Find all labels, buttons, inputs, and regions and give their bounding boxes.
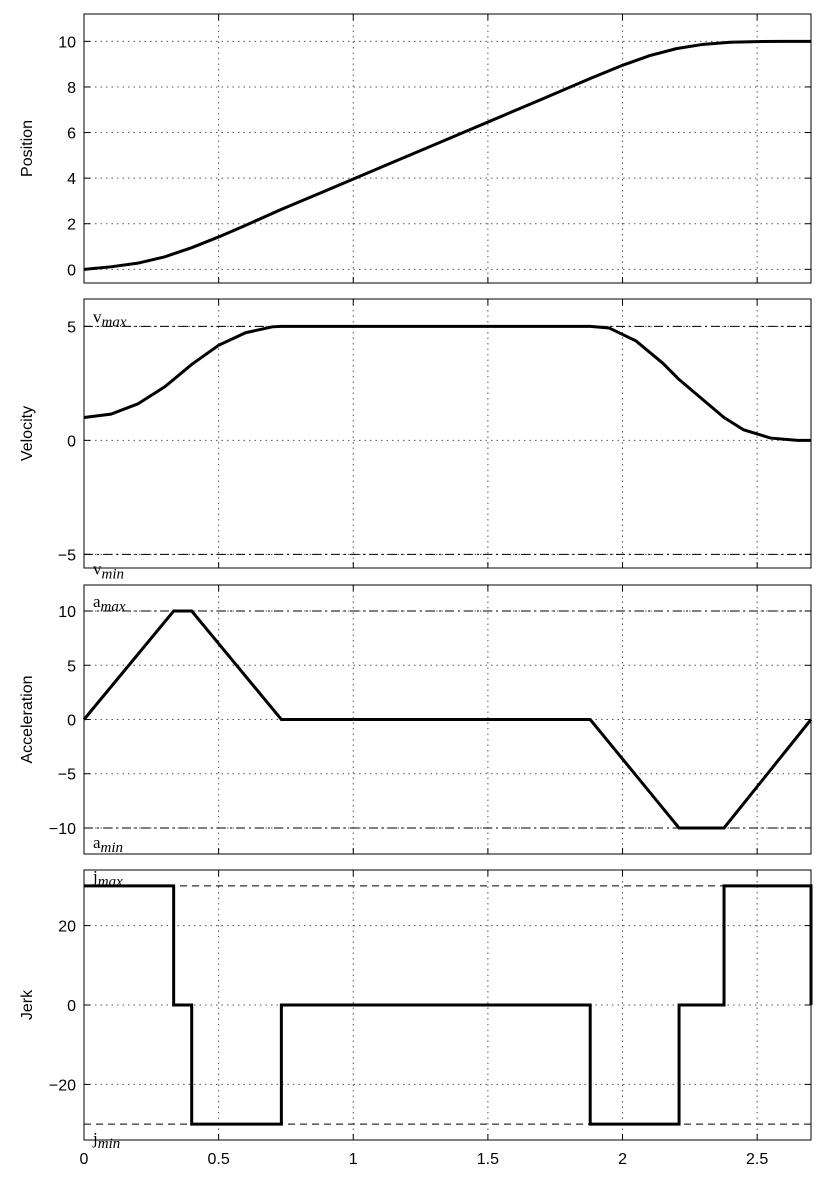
series-line-acceleration: [82, 609, 813, 830]
reference-label-symbol: j: [92, 867, 98, 886]
plot-area: [84, 14, 811, 283]
y-tick-label: −20: [49, 1077, 76, 1094]
y-tick-label: 8: [67, 80, 76, 97]
y-tick-label: 6: [67, 126, 76, 143]
reference-label-subscript: min: [102, 566, 125, 582]
x-tick-label: 0: [80, 1151, 89, 1168]
y-tick-label: 10: [58, 34, 76, 51]
x-tick-label: 2.5: [746, 1151, 768, 1168]
axes-box: [83, 13, 812, 284]
reference-label-min: vmin: [93, 559, 124, 582]
y-tick-label: −5: [58, 767, 76, 784]
y-tick-label: −5: [58, 547, 76, 564]
x-tick-label: 0.5: [208, 1151, 230, 1168]
y-axis-label: Velocity: [19, 406, 36, 461]
reference-label-symbol: v: [93, 559, 102, 578]
x-tick-label: 2: [618, 1151, 627, 1168]
reference-label-symbol: a: [93, 592, 101, 611]
y-tick-label: 0: [67, 713, 76, 730]
y-tick-label: 0: [67, 262, 76, 279]
reference-label-max: amax: [93, 592, 126, 615]
y-tick-label: 0: [67, 433, 76, 450]
reference-label-symbol: a: [93, 833, 101, 852]
y-tick-label: −10: [49, 821, 76, 838]
x-tick-label: 1: [349, 1151, 358, 1168]
y-tick-label: 0: [67, 998, 76, 1015]
y-axis-label: Position: [19, 120, 36, 177]
y-tick-label: 4: [67, 171, 76, 188]
series-line-jerk: [84, 884, 813, 1126]
y-tick-label: 10: [58, 604, 76, 621]
plot-area: [84, 299, 811, 568]
chart-panel-1: 0 2 4 6 8 10 Position: [19, 13, 812, 284]
reference-label-subscript: max: [102, 314, 127, 330]
reference-label-subscript: min: [98, 1136, 121, 1152]
reference-label-symbol: v: [93, 307, 102, 326]
reference-label-subscript: max: [98, 874, 123, 890]
y-tick-label: 5: [67, 319, 76, 336]
reference-label-min: amin: [93, 833, 123, 856]
series-line-position: [83, 39, 811, 271]
y-tick-label: 5: [67, 658, 76, 675]
y-tick-label: 2: [67, 217, 76, 234]
x-tick-label: 1.5: [477, 1151, 499, 1168]
axes-box: [83, 298, 812, 569]
reference-label-max: vmax: [93, 307, 127, 330]
y-axis-label: Acceleration: [19, 675, 36, 763]
series-line-velocity: [83, 324, 811, 442]
reference-label-subscript: max: [101, 599, 126, 615]
y-axis-label: Jerk: [19, 989, 36, 1020]
reference-label-subscript: min: [101, 840, 124, 856]
reference-label-symbol: j: [92, 1129, 98, 1148]
y-tick-label: 20: [58, 919, 76, 936]
